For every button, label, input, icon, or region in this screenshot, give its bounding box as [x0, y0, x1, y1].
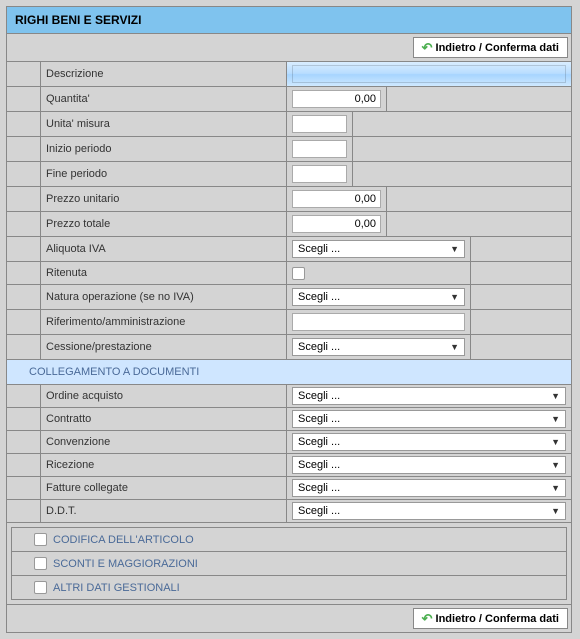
row-convenzione: Convenzione Scegli ... ▼ [7, 431, 571, 454]
chevron-down-icon: ▼ [551, 506, 560, 516]
row-natura-operazione: Natura operazione (se no IVA) Scegli ...… [7, 285, 571, 310]
quantita-input[interactable] [292, 90, 381, 108]
back-confirm-label: Indietro / Conferma dati [436, 42, 559, 54]
bottom-button-row: ↶ Indietro / Conferma dati [7, 604, 571, 632]
expander-label: CODIFICA DELL'ARTICOLO [53, 534, 194, 546]
expander-label: SCONTI E MAGGIORAZIONI [53, 558, 198, 570]
cessione-prestazione-select[interactable]: Scegli ... ▼ [292, 338, 465, 356]
fine-periodo-input[interactable] [292, 165, 347, 183]
label-riferimento-amm: Riferimento/amministrazione [41, 310, 287, 334]
label-aliquota-iva: Aliquota IVA [41, 237, 287, 261]
label-inizio-periodo: Inizio periodo [41, 137, 287, 161]
label-ritenuta: Ritenuta [41, 262, 287, 284]
ricezione-select[interactable]: Scegli ... ▼ [292, 456, 566, 474]
row-ritenuta: Ritenuta [7, 262, 571, 285]
expanders-wrap: CODIFICA DELL'ARTICOLO SCONTI E MAGGIORA… [11, 527, 567, 600]
panel-title: RIGHI BENI E SERVIZI [7, 7, 571, 34]
row-ordine-acquisto: Ordine acquisto Scegli ... ▼ [7, 385, 571, 408]
riferimento-amm-input[interactable] [292, 313, 465, 331]
chevron-down-icon: ▼ [450, 244, 459, 254]
chevron-down-icon: ▼ [450, 342, 459, 352]
inizio-periodo-input[interactable] [292, 140, 347, 158]
label-convenzione: Convenzione [41, 431, 287, 453]
back-confirm-button-top[interactable]: ↶ Indietro / Conferma dati [413, 37, 568, 58]
label-unita-misura: Unita' misura [41, 112, 287, 136]
row-unita-misura: Unita' misura [7, 112, 571, 137]
top-button-row: ↶ Indietro / Conferma dati [7, 34, 571, 62]
row-inizio-periodo: Inizio periodo [7, 137, 571, 162]
ordine-acquisto-select[interactable]: Scegli ... ▼ [292, 387, 566, 405]
prezzo-totale-input[interactable] [292, 215, 381, 233]
fatture-collegate-select[interactable]: Scegli ... ▼ [292, 479, 566, 497]
ddt-select[interactable]: Scegli ... ▼ [292, 502, 566, 520]
back-confirm-label: Indietro / Conferma dati [436, 613, 559, 625]
cessione-prestazione-value: Scegli ... [298, 341, 340, 353]
checkbox-icon [34, 557, 47, 570]
back-arrow-icon: ↶ [422, 41, 433, 54]
chevron-down-icon: ▼ [551, 483, 560, 493]
expander-altri-dati[interactable]: ALTRI DATI GESTIONALI [12, 576, 566, 599]
row-riferimento-amm: Riferimento/amministrazione [7, 310, 571, 335]
label-ddt: D.D.T. [41, 500, 287, 522]
unita-misura-input[interactable] [292, 115, 347, 133]
row-contratto: Contratto Scegli ... ▼ [7, 408, 571, 431]
chevron-down-icon: ▼ [551, 414, 560, 424]
expander-codifica-articolo[interactable]: CODIFICA DELL'ARTICOLO [12, 528, 566, 552]
natura-operazione-value: Scegli ... [298, 291, 340, 303]
row-descrizione: Descrizione [7, 62, 571, 87]
row-cessione-prestazione: Cessione/prestazione Scegli ... ▼ [7, 335, 571, 360]
label-quantita: Quantita' [41, 87, 287, 111]
ritenuta-checkbox[interactable] [292, 267, 305, 280]
descrizione-input[interactable] [292, 65, 566, 83]
label-fine-periodo: Fine periodo [41, 162, 287, 186]
label-prezzo-unitario: Prezzo unitario [41, 187, 287, 211]
label-prezzo-totale: Prezzo totale [41, 212, 287, 236]
row-fine-periodo: Fine periodo [7, 162, 571, 187]
back-arrow-icon: ↶ [422, 612, 433, 625]
prezzo-unitario-input[interactable] [292, 190, 381, 208]
back-confirm-button-bottom[interactable]: ↶ Indietro / Conferma dati [413, 608, 568, 629]
chevron-down-icon: ▼ [551, 391, 560, 401]
row-quantita: Quantita' [7, 87, 571, 112]
row-prezzo-unitario: Prezzo unitario [7, 187, 571, 212]
contratto-select[interactable]: Scegli ... ▼ [292, 410, 566, 428]
spacer [7, 62, 41, 86]
chevron-down-icon: ▼ [551, 437, 560, 447]
row-ddt: D.D.T. Scegli ... ▼ [7, 500, 571, 523]
natura-operazione-select[interactable]: Scegli ... ▼ [292, 288, 465, 306]
label-cessione-prestazione: Cessione/prestazione [41, 335, 287, 359]
expander-label: ALTRI DATI GESTIONALI [53, 582, 180, 594]
label-contratto: Contratto [41, 408, 287, 430]
label-ordine-acquisto: Ordine acquisto [41, 385, 287, 407]
label-fatture-collegate: Fatture collegate [41, 477, 287, 499]
righi-panel: RIGHI BENI E SERVIZI ↶ Indietro / Confer… [6, 6, 572, 633]
input-wrap-descrizione [287, 62, 571, 86]
label-ricezione: Ricezione [41, 454, 287, 476]
section-collegamento: COLLEGAMENTO A DOCUMENTI [7, 360, 571, 385]
label-descrizione: Descrizione [41, 62, 287, 86]
aliquota-iva-value: Scegli ... [298, 243, 340, 255]
row-ricezione: Ricezione Scegli ... ▼ [7, 454, 571, 477]
convenzione-select[interactable]: Scegli ... ▼ [292, 433, 566, 451]
expander-sconti-maggiorazioni[interactable]: SCONTI E MAGGIORAZIONI [12, 552, 566, 576]
chevron-down-icon: ▼ [450, 292, 459, 302]
row-prezzo-totale: Prezzo totale [7, 212, 571, 237]
row-fatture-collegate: Fatture collegate Scegli ... ▼ [7, 477, 571, 500]
chevron-down-icon: ▼ [551, 460, 560, 470]
checkbox-icon [34, 581, 47, 594]
row-aliquota-iva: Aliquota IVA Scegli ... ▼ [7, 237, 571, 262]
aliquota-iva-select[interactable]: Scegli ... ▼ [292, 240, 465, 258]
checkbox-icon [34, 533, 47, 546]
label-natura-operazione: Natura operazione (se no IVA) [41, 285, 287, 309]
